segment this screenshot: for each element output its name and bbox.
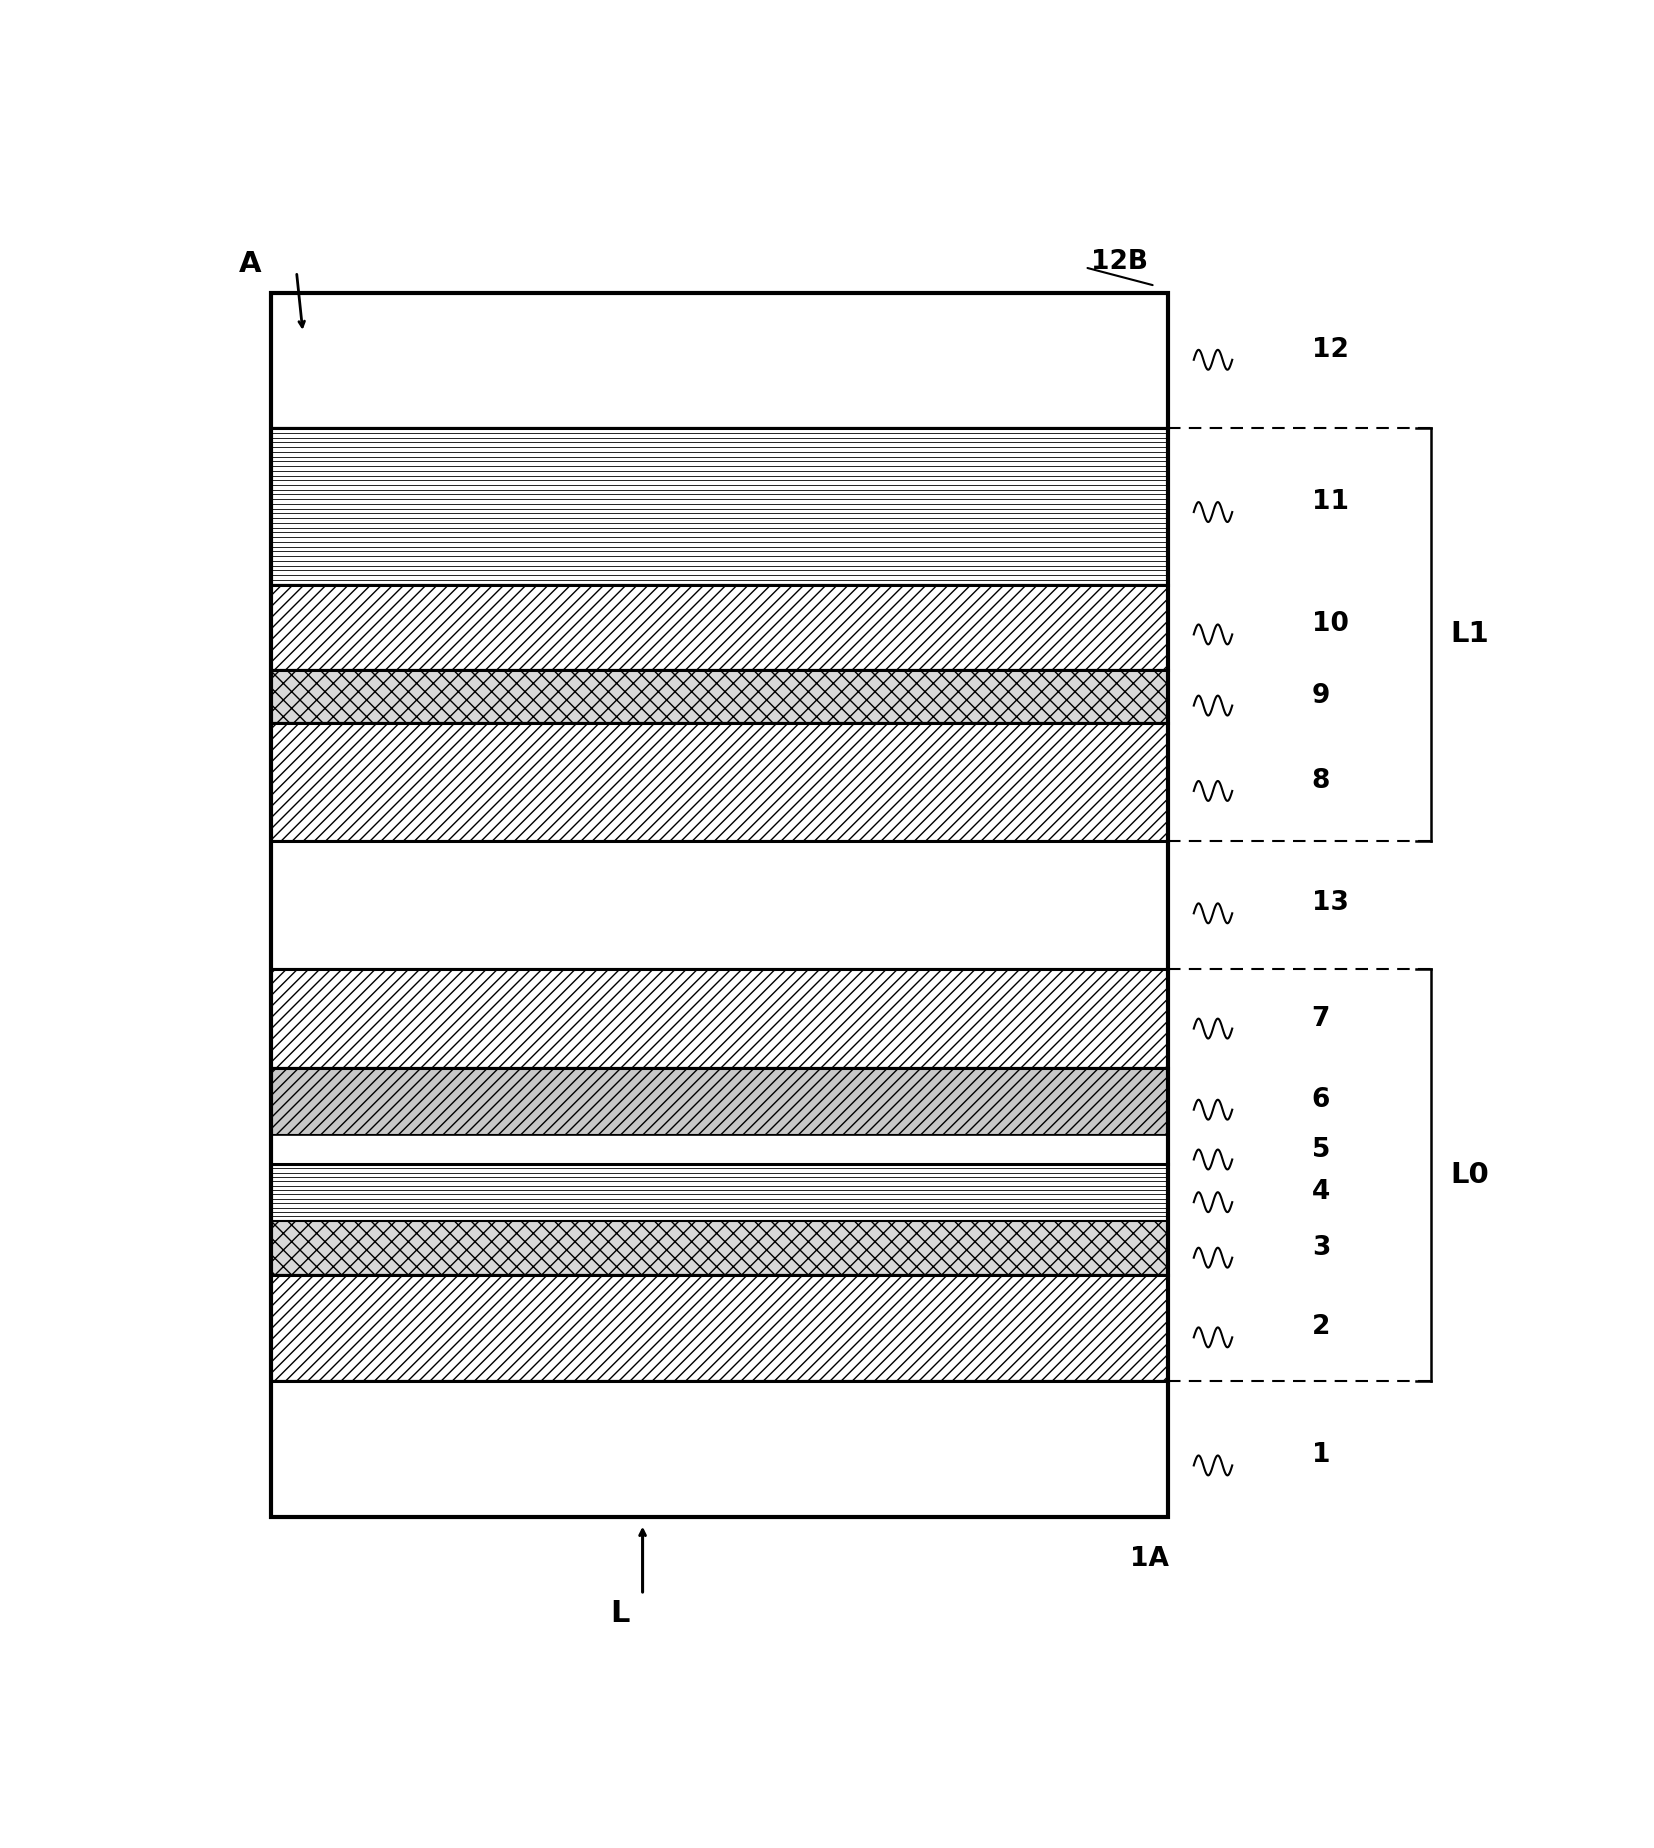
Text: L1: L1 [1451,621,1489,649]
Text: 12: 12 [1312,336,1348,362]
Text: 10: 10 [1312,612,1348,638]
Bar [271,671,1168,723]
Text: 4: 4 [1312,1179,1330,1205]
Text: 1A: 1A [1130,1547,1169,1573]
Bar [271,1382,1168,1517]
Text: L: L [610,1599,629,1628]
Text: 6: 6 [1312,1087,1330,1112]
Bar [271,294,1168,1517]
Text: L0: L0 [1451,1161,1489,1188]
Bar [271,1164,1168,1222]
Bar [271,294,1168,429]
Bar [271,1222,1168,1275]
Bar [271,1068,1168,1135]
Bar [271,294,1168,1517]
Bar [271,723,1168,841]
Bar [271,1135,1168,1164]
Bar [271,429,1168,584]
Text: 2: 2 [1312,1314,1330,1340]
Text: 1: 1 [1312,1443,1330,1469]
Text: 3: 3 [1312,1234,1330,1260]
Text: 12B: 12B [1092,249,1148,275]
Bar [271,1275,1168,1382]
Text: 11: 11 [1312,490,1348,516]
Text: 5: 5 [1312,1137,1330,1162]
Bar [271,584,1168,671]
Text: 7: 7 [1312,1005,1330,1031]
Bar [271,968,1168,1068]
Text: 13: 13 [1312,891,1348,917]
Text: A: A [238,251,261,279]
Text: 8: 8 [1312,769,1330,795]
Bar [271,841,1168,968]
Text: 9: 9 [1312,682,1330,708]
